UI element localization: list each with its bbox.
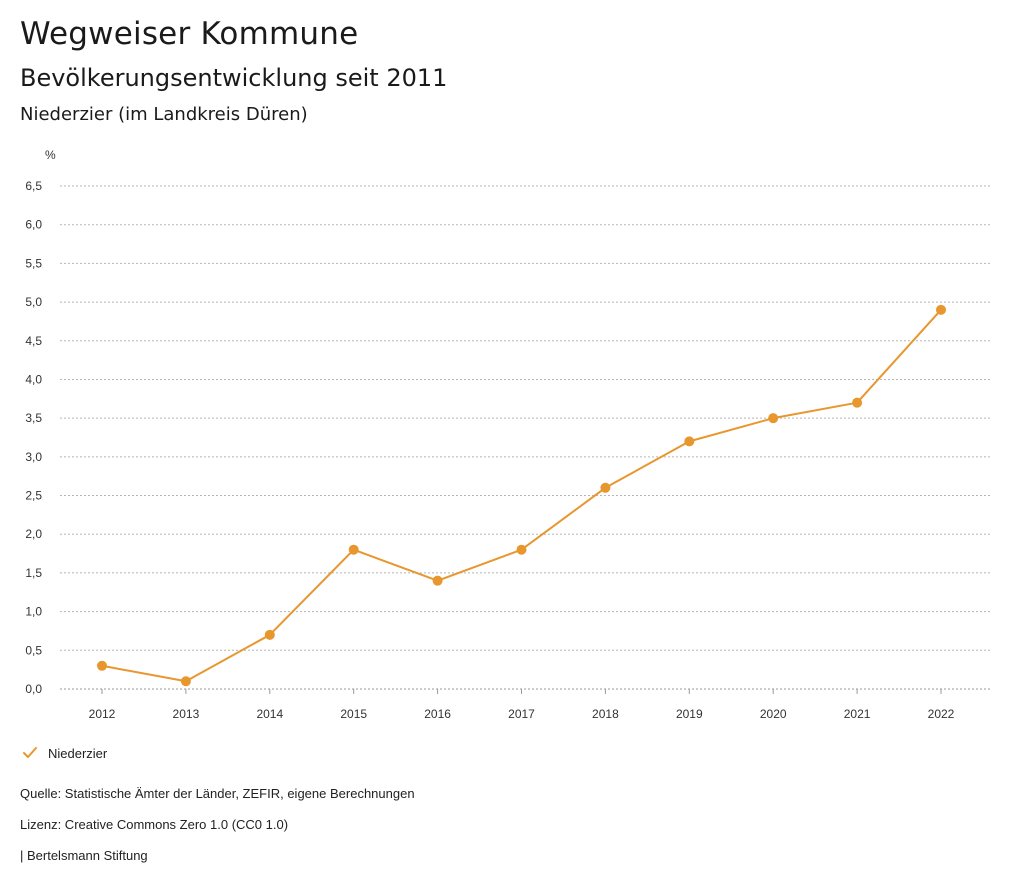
- y-tick-label: 1,5: [25, 566, 42, 580]
- x-tick-label: 2019: [676, 707, 703, 721]
- license-note: Lizenz: Creative Commons Zero 1.0 (CC0 1…: [20, 817, 289, 832]
- data-point[interactable]: [600, 482, 611, 493]
- y-tick-label: 0,0: [25, 682, 42, 696]
- x-tick-label: 2022: [928, 707, 955, 721]
- y-tick-label: 3,5: [25, 411, 42, 425]
- y-axis-ticks: 0,0 0,5 1,0 1,5 2,0 2,5 3,0 3,5 4,0 4,5 5,0 5,5 6,0 6…: [25, 179, 42, 696]
- series-group: [97, 304, 946, 687]
- y-axis-unit-label: %: [45, 148, 56, 162]
- line-chart: % 0,0 0,5 1,0 1,5 2,0 2,5 3,0 3,5 4,0 4,5 5,0 5,5 6,…: [25, 148, 990, 721]
- page-title: Wegweiser Kommune: [20, 16, 359, 52]
- source-note: Quelle: Statistische Ämter der Länder, Z…: [20, 786, 415, 801]
- data-point[interactable]: [516, 544, 527, 555]
- x-tick-label: 2018: [592, 707, 619, 721]
- data-point[interactable]: [684, 436, 695, 447]
- chart-subtitle: Bevölkerungsentwicklung seit 2011: [20, 64, 448, 92]
- y-tick-label: 2,0: [25, 527, 42, 541]
- legend[interactable]: Niederzier: [22, 745, 107, 761]
- x-tick-label: 2021: [844, 707, 871, 721]
- grid-lines: [60, 185, 990, 690]
- x-tick-label: 2012: [89, 707, 116, 721]
- x-tick-label: 2014: [256, 707, 283, 721]
- data-point[interactable]: [348, 544, 359, 555]
- x-axis-ticks: 2012 2013 2014 2015 2016 2017 2018 2019 2020 2021…: [89, 689, 955, 721]
- y-tick-label: 2,5: [25, 489, 42, 503]
- region-label: Niederzier (im Landkreis Düren): [20, 104, 308, 125]
- legend-check-icon[interactable]: [22, 745, 38, 761]
- data-point[interactable]: [432, 575, 443, 586]
- y-tick-label: 0,5: [25, 643, 42, 657]
- data-point[interactable]: [852, 397, 863, 408]
- brand-note[interactable]: | Bertelsmann Stiftung: [20, 848, 148, 863]
- data-point[interactable]: [936, 304, 946, 315]
- data-point[interactable]: [97, 660, 107, 671]
- y-tick-label: 1,0: [25, 605, 42, 619]
- y-tick-label: 6,0: [25, 218, 42, 232]
- y-tick-label: 4,0: [25, 372, 42, 386]
- x-tick-label: 2013: [173, 707, 200, 721]
- x-tick-label: 2015: [340, 707, 367, 721]
- x-tick-label: 2017: [508, 707, 535, 721]
- data-point[interactable]: [180, 676, 191, 687]
- y-tick-label: 5,0: [25, 295, 42, 309]
- x-tick-label: 2020: [760, 707, 787, 721]
- x-tick-label: 2016: [424, 707, 451, 721]
- y-tick-label: 4,5: [25, 334, 42, 348]
- data-point[interactable]: [768, 413, 779, 424]
- y-tick-label: 6,5: [25, 179, 42, 193]
- y-tick-label: 5,5: [25, 256, 42, 270]
- data-point[interactable]: [264, 629, 275, 640]
- y-tick-label: 3,0: [25, 450, 42, 464]
- legend-item-label: Niederzier: [48, 745, 108, 761]
